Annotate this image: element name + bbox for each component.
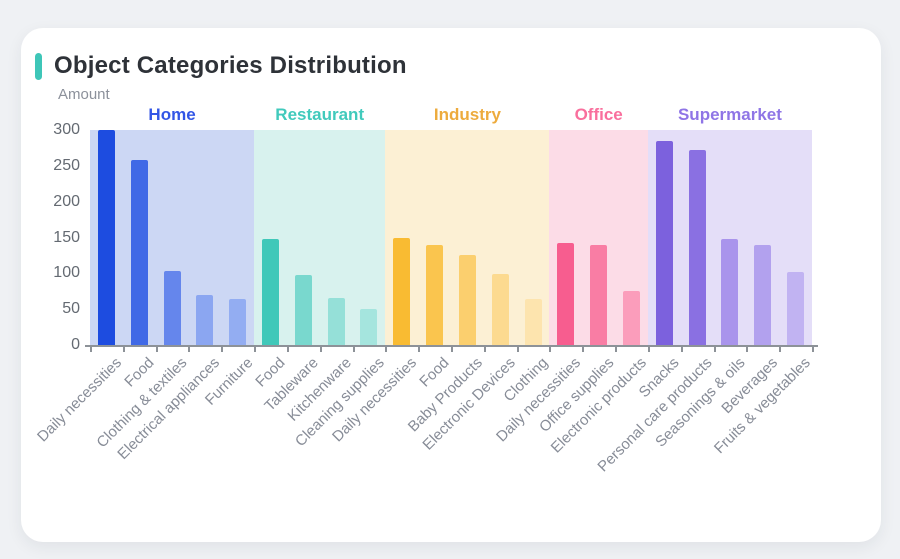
group-label-industry: Industry	[433, 105, 501, 124]
bar-clothing	[524, 299, 542, 345]
bar-electronic-products	[623, 291, 640, 345]
x-axis-tick	[812, 345, 814, 352]
bar-food	[262, 238, 279, 345]
y-axis-tick-label: 50	[62, 300, 80, 318]
x-axis-tick	[221, 345, 223, 352]
bar-snacks	[655, 140, 673, 345]
bar-office-supplies	[590, 245, 608, 345]
bar-daily-necessities	[393, 237, 411, 345]
y-axis-tick-label: 200	[53, 192, 80, 210]
bar-chart: 0 50 100 150 200 250 300 Home Daily necessities F…	[21, 28, 881, 542]
bar-clothing-textiles	[163, 271, 181, 345]
group-label-home: Home	[148, 105, 196, 124]
x-axis-tick	[582, 345, 584, 352]
x-axis-tick	[517, 345, 519, 352]
x-axis-tick	[681, 345, 683, 352]
bar-tableware	[294, 275, 312, 345]
bar-kitchenware	[327, 298, 345, 345]
bar-baby-products	[458, 254, 476, 345]
group-label-restaurant: Restaurant	[275, 105, 365, 124]
y-axis-tick-label: 300	[53, 121, 80, 138]
card-header: Object Categories Distribution	[35, 52, 407, 80]
group-label-office: Office	[574, 105, 623, 124]
bar-electrical-appliances	[196, 294, 214, 345]
bar-electronic-devices	[491, 274, 509, 345]
x-axis-tick	[648, 345, 650, 352]
y-axis-tick-label: 150	[53, 228, 80, 246]
bar-food	[426, 245, 444, 345]
y-axis-title: Amount	[58, 86, 110, 103]
bar-daily-necessities	[557, 243, 575, 345]
bar-furniture	[229, 299, 247, 345]
bar-beverages	[754, 244, 772, 345]
chart-card: Object Categories Distribution Amount 0 5…	[21, 28, 881, 542]
chart-title: Object Categories Distribution	[54, 52, 407, 79]
bar-food	[130, 160, 148, 345]
x-axis-tick	[123, 345, 125, 352]
x-axis-tick	[254, 345, 256, 352]
x-axis-tick	[156, 345, 158, 352]
x-axis-tick	[287, 345, 289, 352]
y-axis-tick-label: 250	[53, 156, 80, 174]
bar-daily-necessities	[97, 130, 115, 345]
x-axis-tick	[746, 345, 748, 352]
x-axis-tick	[714, 345, 716, 352]
x-axis-tick	[385, 345, 387, 352]
x-axis-tick	[549, 345, 551, 352]
bar-cleaning-supplies	[360, 309, 378, 345]
bar-personal-care-products	[688, 150, 706, 345]
bar-fruits-vegetables	[787, 271, 805, 345]
y-axis-tick-label: 100	[53, 264, 80, 282]
x-axis-tick	[451, 345, 453, 352]
x-axis-tick	[779, 345, 781, 352]
title-accent-bar	[35, 52, 42, 80]
group-label-supermarket: Supermarket	[677, 105, 782, 124]
y-axis-tick-label: 0	[71, 336, 80, 353]
x-axis-tick	[353, 345, 355, 352]
x-axis-tick	[615, 345, 617, 352]
x-axis-tick	[320, 345, 322, 352]
bar-seasonings-oils	[721, 238, 739, 345]
x-axis-tick	[90, 345, 92, 352]
x-axis-tick	[188, 345, 190, 352]
x-axis-tick	[418, 345, 420, 352]
x-axis-tick	[484, 345, 486, 352]
